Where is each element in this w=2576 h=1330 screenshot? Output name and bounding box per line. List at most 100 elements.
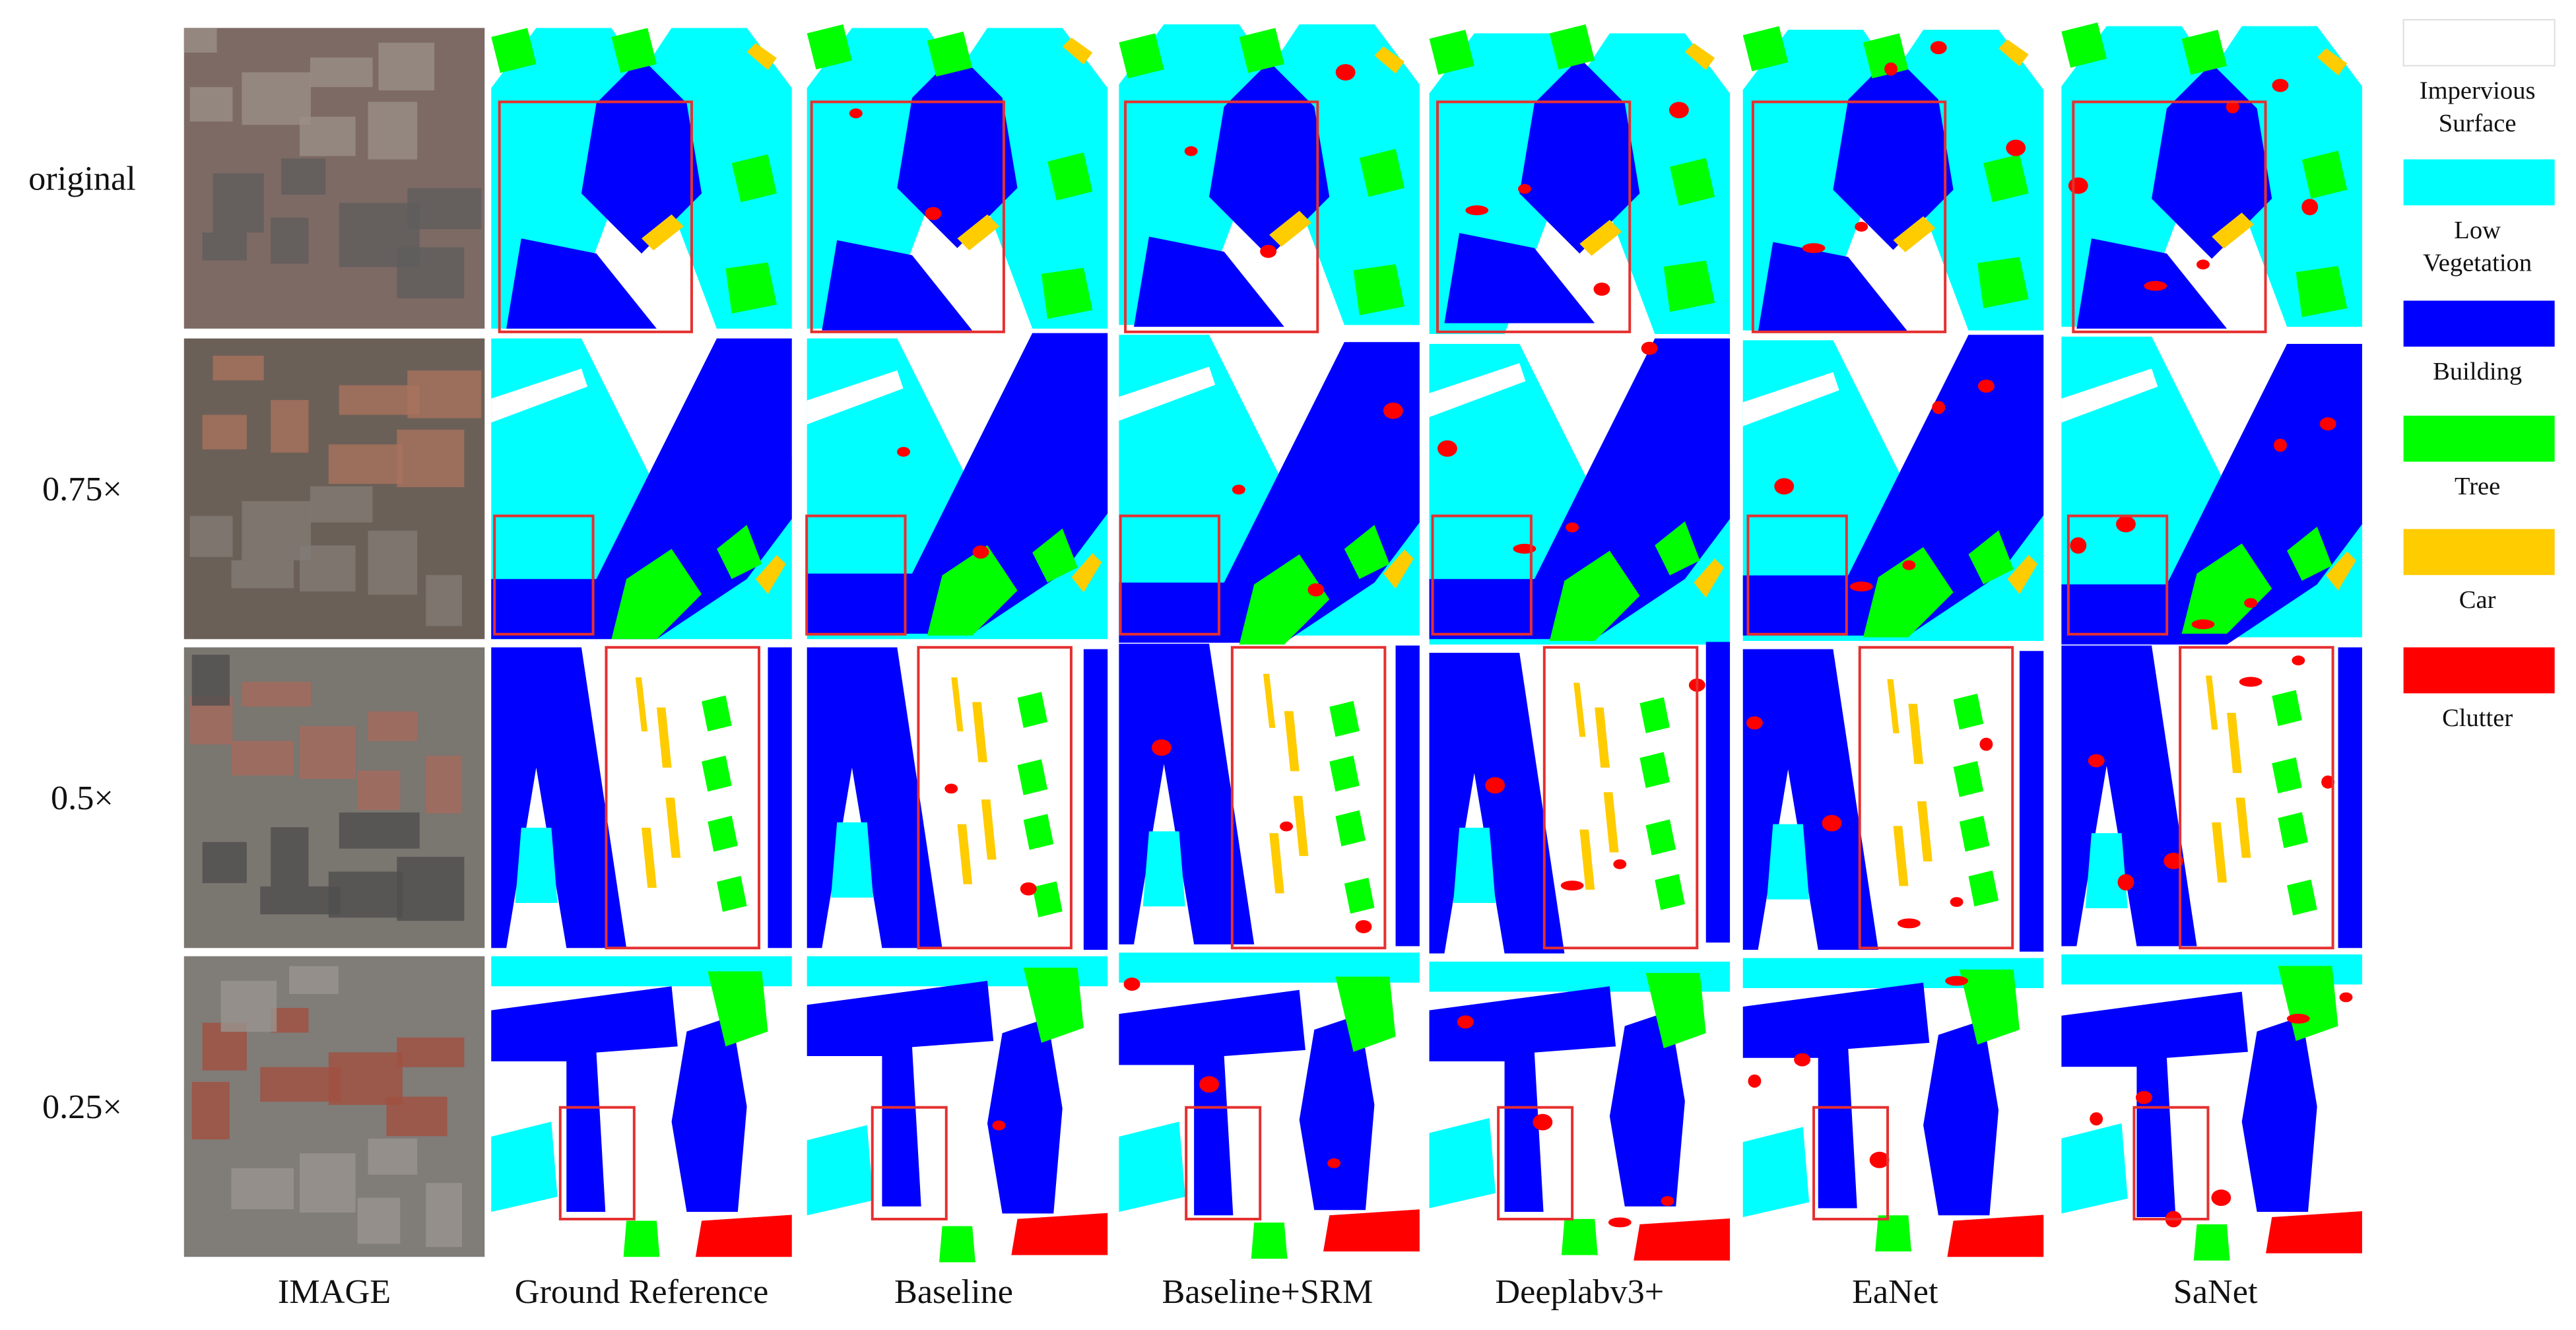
clutter-blob — [1067, 1218, 1084, 1232]
clutter-blob — [1517, 183, 1531, 194]
panel — [1742, 335, 2046, 642]
aerial-patch — [339, 812, 420, 849]
aerial-patch — [242, 72, 311, 125]
class-region — [1519, 57, 1640, 254]
panel — [1117, 24, 1420, 333]
class-region — [1908, 704, 1924, 764]
class-region — [1119, 952, 1420, 983]
class-region — [2061, 22, 2107, 68]
clutter-blob — [2339, 992, 2353, 1003]
highlight-box — [1542, 646, 1699, 950]
clutter-blob — [1335, 64, 1356, 81]
legend-swatch — [2403, 300, 2555, 347]
panel — [183, 956, 485, 1257]
panel — [803, 956, 1108, 1263]
legend-label: Low — [2454, 216, 2501, 244]
class-region — [831, 822, 873, 898]
class-region — [1119, 989, 1305, 1216]
clutter-blob — [1930, 41, 1947, 55]
panel — [1429, 24, 1731, 335]
class-region — [2212, 213, 2254, 249]
clutter-blob — [1950, 897, 1964, 908]
class-region — [2061, 991, 2248, 1217]
class-region — [611, 549, 702, 640]
class-region — [515, 828, 558, 904]
aerial-patch — [271, 827, 309, 886]
clutter-blob — [2191, 619, 2215, 630]
panel — [183, 28, 485, 329]
class-region — [1893, 216, 1936, 253]
class-region — [1047, 152, 1093, 201]
class-region — [1549, 24, 1595, 70]
clutter-blob — [897, 447, 910, 457]
class-region — [1609, 1011, 1685, 1207]
class-region — [2272, 757, 2302, 794]
aerial-patch — [202, 842, 247, 883]
clutter-blob — [2135, 1090, 2152, 1104]
clutter-blob — [2273, 438, 2287, 452]
clutter-blob — [1280, 821, 1293, 832]
class-region — [581, 57, 702, 254]
aerial-patch — [310, 57, 373, 87]
class-region — [1239, 554, 1330, 645]
class-region — [642, 214, 684, 251]
class-region — [1251, 1222, 1288, 1259]
class-region — [987, 1018, 1063, 1214]
aerial-patch — [397, 857, 465, 921]
class-region — [1071, 553, 1102, 593]
class-region — [2338, 647, 2362, 948]
clutter-blob — [1020, 882, 1037, 896]
class-region — [2317, 48, 2348, 76]
aerial-patch — [300, 1153, 356, 1213]
clutter-blob — [2070, 537, 2087, 554]
panel — [803, 646, 1108, 950]
class-region — [1429, 1117, 1496, 1209]
class-region — [1011, 1213, 1108, 1255]
aerial-patch — [271, 400, 309, 453]
class-region — [1953, 693, 1984, 730]
column-label: SaNet — [2173, 1273, 2258, 1311]
class-region — [1742, 335, 2044, 636]
class-region — [957, 214, 1000, 251]
highlight-box — [1124, 100, 1319, 333]
class-region — [1293, 795, 1309, 856]
highlight-box — [1185, 1106, 1262, 1220]
row-label: 0.5× — [51, 779, 114, 817]
panel — [491, 646, 792, 950]
class-region — [1353, 264, 1404, 316]
class-region — [1344, 525, 1390, 580]
aerial-patch — [328, 871, 403, 918]
aerial-patch — [213, 355, 264, 381]
clutter-blob — [1355, 919, 1372, 933]
class-region — [2241, 1016, 2317, 1213]
legend-label: Clutter — [2442, 704, 2513, 732]
class-region — [2152, 63, 2272, 259]
class-region — [2061, 646, 2197, 947]
class-region — [717, 525, 762, 580]
class-region — [2061, 343, 2362, 645]
class-region — [1119, 366, 1216, 421]
aerial-patch — [368, 711, 418, 741]
class-region — [807, 24, 852, 70]
aerial-patch — [386, 1096, 447, 1137]
class-region — [2272, 690, 2302, 726]
clutter-blob — [2117, 874, 2134, 891]
class-region — [957, 824, 973, 884]
highlight-box — [2066, 514, 2169, 636]
class-region — [1329, 755, 1360, 792]
aerial-patch — [397, 429, 465, 488]
aerial-patch — [242, 501, 311, 560]
clutter-blob — [2239, 677, 2262, 687]
panel — [491, 338, 792, 640]
class-region — [623, 1220, 660, 1257]
class-region — [671, 1016, 747, 1213]
aerial-patch — [397, 1037, 465, 1067]
clutter-blob — [1802, 243, 1826, 253]
panel — [2061, 646, 2366, 950]
row-label: 0.25× — [42, 1088, 122, 1126]
highlight-box — [558, 1106, 636, 1220]
class-region — [1032, 881, 1063, 917]
panel — [1742, 26, 2046, 333]
clutter-blob — [1661, 1196, 1674, 1207]
class-region — [1549, 550, 1640, 642]
